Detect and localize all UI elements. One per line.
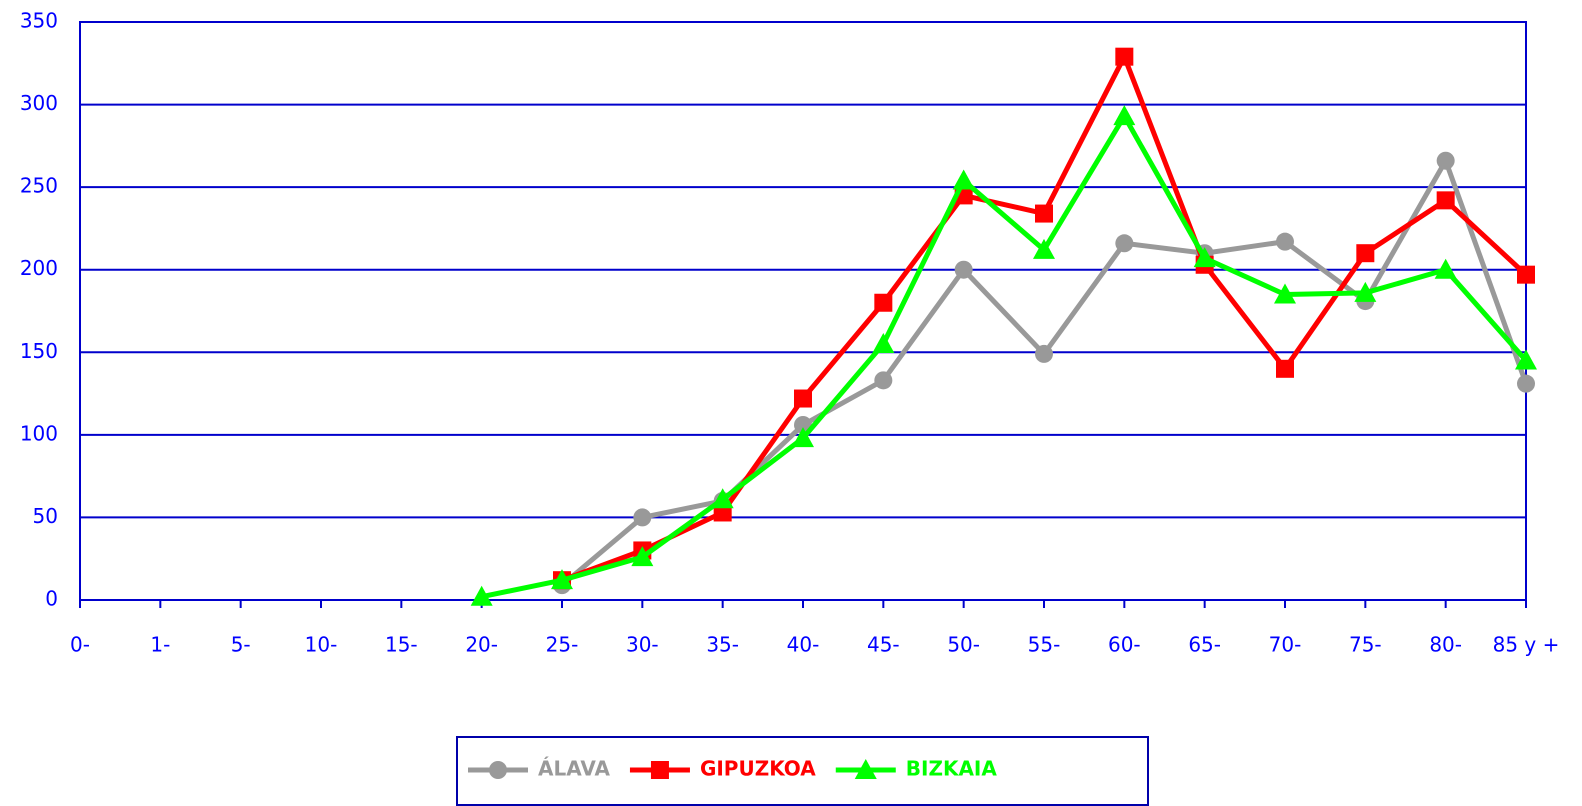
point	[633, 508, 652, 527]
x-tick-label: 0-	[70, 633, 90, 657]
x-tick-label: 45-	[867, 633, 900, 657]
point	[854, 759, 877, 779]
x-tick-label: 40-	[787, 633, 820, 657]
point	[874, 293, 893, 312]
x-tick-label: 15-	[385, 633, 418, 657]
x-tick-label: 85 y +	[1493, 633, 1560, 657]
point	[1276, 359, 1294, 378]
point	[1033, 238, 1055, 259]
x-tick-label: 75-	[1349, 633, 1382, 657]
series-line	[561, 54, 1528, 583]
point	[1356, 244, 1375, 263]
y-tick-label: 250	[20, 174, 58, 198]
point	[1115, 47, 1134, 66]
plot-frame	[79, 21, 1527, 601]
x-tick-label: 70-	[1269, 633, 1302, 657]
x-tick-label: 35-	[706, 633, 739, 657]
point	[1274, 283, 1296, 304]
x-tick-label: 55-	[1028, 633, 1061, 657]
x-tick-label: 25-	[546, 633, 579, 657]
y-tick-label: 350	[20, 9, 58, 33]
y-tick-label: 50	[33, 504, 58, 528]
y-tick-label: 0	[45, 587, 58, 611]
point	[1354, 281, 1377, 302]
point	[1113, 105, 1136, 126]
x-tick-label: 80-	[1429, 633, 1462, 657]
point	[872, 333, 895, 354]
x-tick-label: 50-	[947, 633, 980, 657]
legend-label: BIZKAIA	[906, 757, 998, 781]
point	[1115, 234, 1134, 253]
point	[1193, 247, 1216, 268]
series-line	[481, 113, 1528, 600]
point	[470, 585, 493, 606]
legend-label: GIPUZKOA	[700, 757, 816, 781]
x-tick-label: 30-	[626, 633, 659, 657]
x-tick-label: 60-	[1108, 633, 1141, 657]
point	[1035, 204, 1053, 223]
point	[1276, 232, 1294, 251]
point	[631, 546, 654, 567]
point	[1517, 265, 1535, 284]
point	[1035, 344, 1053, 363]
y-tick-label: 300	[20, 91, 58, 115]
point	[954, 260, 973, 279]
y-tick-label: 150	[20, 339, 58, 363]
point	[1515, 349, 1537, 370]
x-tick-label: 5-	[231, 633, 251, 657]
x-tick-label: 65-	[1188, 633, 1221, 657]
x-tick-label: 10-	[305, 633, 338, 657]
point	[792, 427, 814, 448]
x-tick-label: 1-	[150, 633, 170, 657]
point	[1436, 191, 1455, 210]
point	[874, 371, 893, 390]
legend-label: ÁLAVA	[538, 757, 610, 781]
point	[711, 488, 734, 509]
point	[794, 389, 812, 408]
y-tick-label: 200	[20, 256, 58, 280]
point	[1517, 374, 1535, 393]
y-tick-label: 100	[20, 421, 58, 445]
point	[952, 169, 975, 190]
x-tick-label: 20-	[465, 633, 498, 657]
point	[1436, 151, 1455, 170]
point	[1434, 258, 1457, 279]
legend-box	[456, 736, 1149, 806]
point	[650, 761, 669, 779]
point	[551, 569, 573, 590]
point	[489, 761, 507, 779]
